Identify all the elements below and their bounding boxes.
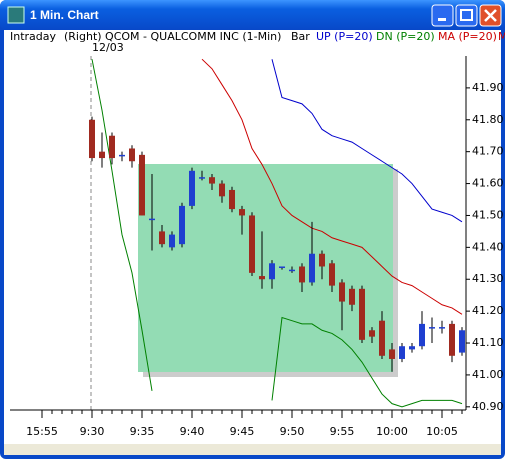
more-label: M xyxy=(498,30,505,43)
candle-body xyxy=(249,215,255,273)
maximize-icon xyxy=(460,9,473,21)
candle-body xyxy=(179,205,185,245)
y-tick-label: 41.20 xyxy=(472,304,504,317)
candle-body xyxy=(199,177,205,179)
y-tick-label: 40.90 xyxy=(472,400,504,413)
style-label: Bar xyxy=(291,30,310,43)
candle-body xyxy=(89,119,95,159)
candle-body xyxy=(349,288,355,305)
candle-body xyxy=(449,323,455,356)
candle-body xyxy=(409,346,415,350)
candle-body xyxy=(189,170,195,206)
candle-body xyxy=(329,263,335,286)
candle-body xyxy=(339,282,345,302)
indicator-line xyxy=(91,59,463,408)
candle-body xyxy=(419,323,425,347)
x-tick-label: 9:55 xyxy=(330,425,355,438)
minimize-icon xyxy=(438,18,446,21)
candle-body xyxy=(129,148,135,162)
x-tick-label: 9:40 xyxy=(180,425,205,438)
candle-body xyxy=(359,288,365,340)
candle-body xyxy=(219,183,225,197)
y-tick-label: 41.40 xyxy=(472,240,504,253)
candle-body xyxy=(119,154,125,157)
status-strip xyxy=(4,444,501,455)
maximize-button[interactable] xyxy=(455,4,478,27)
candle-body xyxy=(149,218,155,221)
x-tick-label: 9:45 xyxy=(230,425,255,438)
candle-body xyxy=(269,263,275,280)
indicator-line xyxy=(271,59,463,223)
candle-body xyxy=(259,276,265,280)
window-icon xyxy=(7,6,25,24)
candle-body xyxy=(239,209,245,216)
candle-body xyxy=(399,346,405,359)
x-tick-label: 10:00 xyxy=(376,425,408,438)
candle-body xyxy=(309,253,315,283)
candle-body xyxy=(299,266,305,283)
candle-body xyxy=(459,330,465,353)
y-tick-label: 41.80 xyxy=(472,113,504,126)
y-tick-label: 41.70 xyxy=(472,145,504,158)
x-tick-label: 9:35 xyxy=(130,425,155,438)
y-tick-label: 41.60 xyxy=(472,177,504,190)
window-title: 1 Min. Chart xyxy=(30,8,99,22)
candle-body xyxy=(99,151,105,159)
y-tick-label: 41.00 xyxy=(472,368,504,381)
mode-label: Intraday xyxy=(10,30,57,43)
candle-body xyxy=(289,269,295,272)
x-tick-label: 15:55 xyxy=(26,425,58,438)
candle-body xyxy=(389,349,395,359)
candle-body xyxy=(379,320,385,356)
candle-body xyxy=(209,177,215,184)
close-icon xyxy=(484,9,497,22)
candle-body xyxy=(169,234,175,248)
candle-body xyxy=(279,266,285,268)
legend-entry: DN (P=20) xyxy=(376,30,435,43)
candle-body xyxy=(109,135,115,159)
legend-entry: MA (P=20) xyxy=(438,30,497,43)
legend-entry: UP (P=20) xyxy=(316,30,373,43)
minimize-button[interactable] xyxy=(431,4,454,27)
y-tick-label: 41.50 xyxy=(472,208,504,221)
candle-body xyxy=(369,330,375,337)
candle-body xyxy=(159,231,165,245)
x-tick-label: 9:30 xyxy=(80,425,105,438)
candle-body xyxy=(319,253,325,267)
x-tick-label: 10:05 xyxy=(426,425,458,438)
y-tick-label: 41.10 xyxy=(472,336,504,349)
y-tick-label: 41.90 xyxy=(472,81,504,94)
indicator-line xyxy=(201,58,463,315)
symbol-label: (Right) QCOM - QUALCOMM INC (1-Min) xyxy=(64,30,281,43)
day-label: 12/03 xyxy=(92,41,124,54)
x-tick-label: 9:50 xyxy=(280,425,305,438)
candle-body xyxy=(429,327,435,329)
title-bar xyxy=(0,0,505,30)
candle-body xyxy=(439,327,445,329)
highlight-box xyxy=(138,164,393,372)
y-tick-label: 41.30 xyxy=(472,272,504,285)
candle-body xyxy=(139,154,145,216)
candle-body xyxy=(229,189,235,210)
